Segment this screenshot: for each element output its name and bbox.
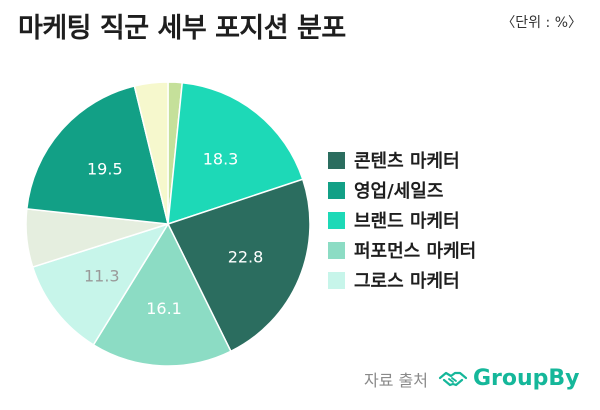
legend-label: 그로스 마케터 bbox=[354, 271, 460, 292]
slice-value-label: 19.5 bbox=[87, 160, 123, 179]
legend-item: 퍼포먼스 마케터 bbox=[328, 235, 476, 265]
legend-label: 콘텐츠 마케터 bbox=[354, 151, 460, 172]
legend-swatch bbox=[328, 211, 345, 229]
legend-item: 콘텐츠 마케터 bbox=[328, 145, 476, 175]
legend-label: 퍼포먼스 마케터 bbox=[354, 241, 477, 262]
legend-item: 그로스 마케터 bbox=[328, 265, 476, 295]
unit-label: 〈단위 : %〉 bbox=[501, 15, 582, 31]
pie-slice-3 bbox=[92, 222, 232, 367]
legend-swatch bbox=[328, 271, 345, 289]
brand-name: GroupBy bbox=[472, 366, 580, 391]
pie-slice-2 bbox=[166, 178, 311, 353]
handshake-icon bbox=[438, 371, 468, 386]
source-label: 자료 출처 bbox=[364, 370, 428, 390]
slice-value-label: 18.3 bbox=[203, 149, 239, 168]
legend-item: 영업/세일즈 bbox=[328, 175, 476, 205]
pie-slice-6 bbox=[25, 85, 169, 225]
legend-swatch bbox=[328, 181, 345, 199]
source-credit: 자료 출처 GroupBy bbox=[364, 366, 580, 391]
slice-value-label: 11.3 bbox=[84, 267, 120, 286]
legend-label: 영업/세일즈 bbox=[354, 181, 444, 202]
pie-slice-1 bbox=[167, 81, 304, 226]
legend-swatch bbox=[328, 241, 345, 259]
pie-slice-other-7 bbox=[133, 81, 169, 225]
legend-swatch bbox=[328, 151, 345, 169]
legend-item: 브랜드 마케터 bbox=[328, 205, 476, 235]
pie-slice-4 bbox=[31, 222, 170, 346]
chart-title: 마케팅 직군 세부 포지션 분포 bbox=[18, 13, 346, 44]
slice-value-label: 16.1 bbox=[146, 299, 182, 318]
slice-value-label: 22.8 bbox=[228, 247, 264, 266]
legend-label: 브랜드 마케터 bbox=[354, 211, 460, 232]
chart-legend: 콘텐츠 마케터 영업/세일즈 브랜드 마케터 퍼포먼스 마케터 그로스 마케터 bbox=[328, 145, 476, 295]
